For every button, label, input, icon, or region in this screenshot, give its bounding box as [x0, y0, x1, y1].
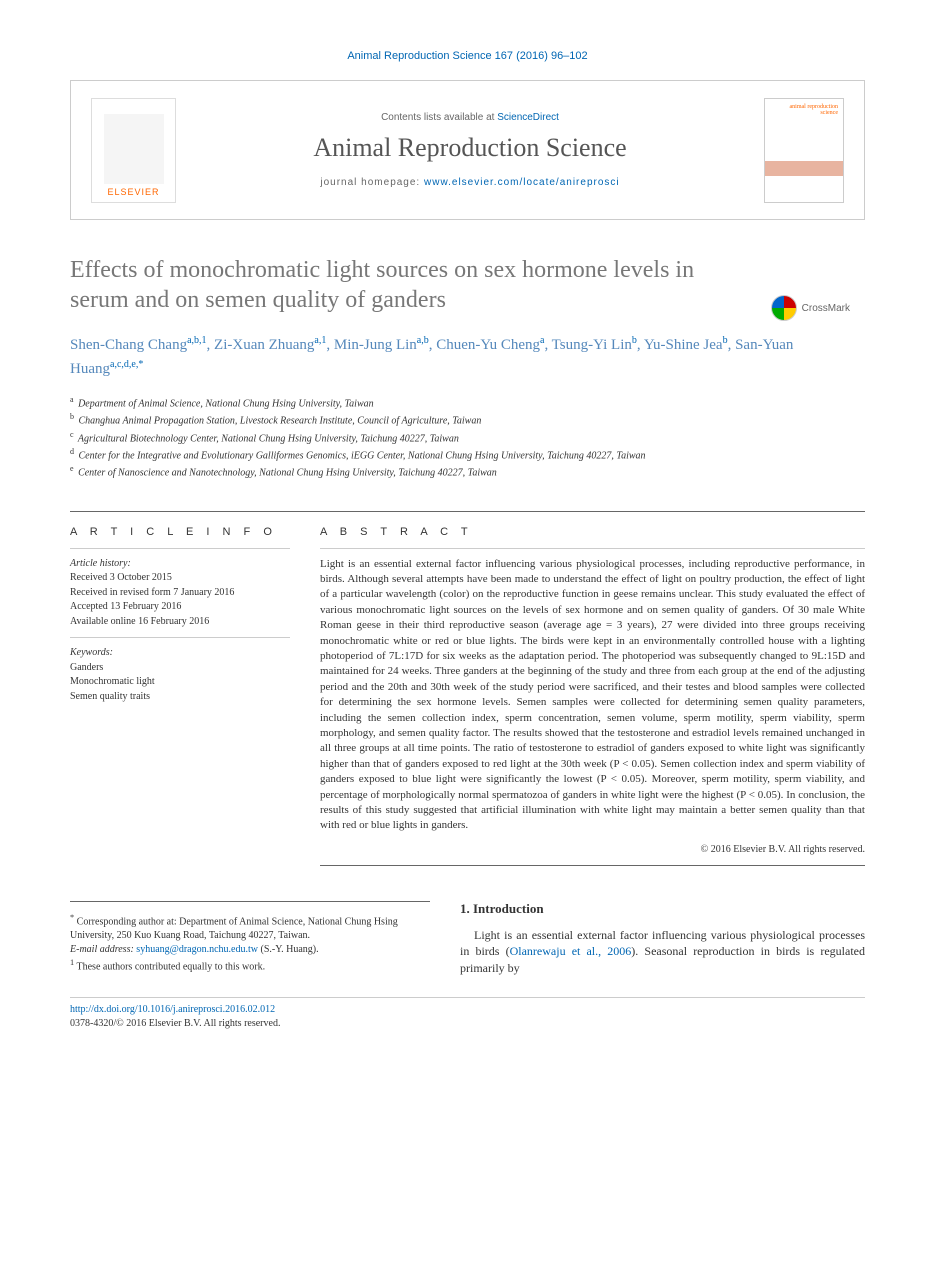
keywords-block: Keywords: GandersMonochromatic lightSeme… [70, 638, 290, 712]
footer-row: * Corresponding author at: Department of… [70, 901, 865, 977]
elsevier-tree-icon [104, 114, 164, 184]
affiliation-item: a Department of Animal Science, National… [70, 394, 865, 411]
history-item: Received in revised form 7 January 2016 [70, 586, 290, 601]
homepage-line: journal homepage: www.elsevier.com/locat… [176, 177, 764, 188]
authors-list: Shen-Chang Changa,b,1, Zi-Xuan Zhuanga,1… [70, 333, 865, 380]
crossmark-badge[interactable]: CrossMark [771, 295, 850, 321]
homepage-prefix: journal homepage: [320, 177, 424, 188]
affiliation-item: e Center of Nanoscience and Nanotechnolo… [70, 463, 865, 480]
history-label: Article history: [70, 557, 290, 572]
email-label: E-mail address: [70, 944, 136, 955]
header-center: Contents lists available at ScienceDirec… [176, 112, 764, 188]
keywords-label: Keywords: [70, 646, 290, 661]
abstract-heading: A B S T R A C T [320, 512, 865, 548]
keyword-item: Monochromatic light [70, 675, 290, 690]
journal-reference: Animal Reproduction Science 167 (2016) 9… [70, 50, 865, 62]
keyword-item: Ganders [70, 661, 290, 676]
divider [320, 865, 865, 866]
crossmark-icon [771, 295, 797, 321]
affiliation-item: b Changhua Animal Propagation Station, L… [70, 411, 865, 428]
affiliation-item: c Agricultural Biotechnology Center, Nat… [70, 429, 865, 446]
corresponding-author-block: * Corresponding author at: Department of… [70, 901, 430, 977]
bottom-copyright: 0378-4320/© 2016 Elsevier B.V. All right… [70, 1018, 865, 1029]
equal-contribution-note: 1 These authors contributed equally to t… [70, 957, 430, 974]
abstract-column: A B S T R A C T Light is an essential ex… [320, 512, 865, 866]
info-abstract-row: A R T I C L E I N F O Article history: R… [70, 512, 865, 866]
crossmark-label: CrossMark [802, 303, 850, 314]
introduction-text: Light is an essential external factor in… [460, 927, 865, 977]
history-item: Available online 16 February 2016 [70, 615, 290, 630]
email-line: E-mail address: syhuang@dragon.nchu.edu.… [70, 943, 430, 957]
email-link[interactable]: syhuang@dragon.nchu.edu.tw [136, 944, 258, 955]
sciencedirect-link[interactable]: ScienceDirect [497, 112, 559, 123]
contents-available-line: Contents lists available at ScienceDirec… [176, 112, 764, 123]
journal-title: Animal Reproduction Science [176, 133, 764, 163]
journal-header-box: ELSEVIER Contents lists available at Sci… [70, 80, 865, 220]
homepage-link[interactable]: www.elsevier.com/locate/anireprosci [424, 177, 620, 188]
article-title: Effects of monochromatic light sources o… [70, 255, 710, 315]
contents-prefix: Contents lists available at [381, 112, 497, 123]
affiliation-item: d Center for the Integrative and Evoluti… [70, 446, 865, 463]
article-history-block: Article history: Received 3 October 2015… [70, 549, 290, 638]
history-item: Received 3 October 2015 [70, 571, 290, 586]
email-suffix: (S.-Y. Huang). [258, 944, 319, 955]
history-item: Accepted 13 February 2016 [70, 600, 290, 615]
introduction-section: 1. Introduction Light is an essential ex… [460, 901, 865, 977]
affiliations-list: a Department of Animal Science, National… [70, 394, 865, 481]
corresponding-note: * Corresponding author at: Department of… [70, 912, 430, 943]
article-info-column: A R T I C L E I N F O Article history: R… [70, 512, 290, 866]
journal-cover-thumbnail[interactable] [764, 98, 844, 203]
doi-link[interactable]: http://dx.doi.org/10.1016/j.anireprosci.… [70, 1004, 275, 1015]
citation-link[interactable]: Olanrewaju et al., 2006 [510, 944, 632, 958]
equal-text: These authors contributed equally to thi… [77, 961, 266, 972]
introduction-heading: 1. Introduction [460, 901, 865, 917]
elsevier-logo[interactable]: ELSEVIER [91, 98, 176, 203]
elsevier-label: ELSEVIER [107, 187, 159, 197]
corresponding-text: Corresponding author at: Department of A… [70, 916, 398, 941]
doi-line: http://dx.doi.org/10.1016/j.anireprosci.… [70, 997, 865, 1015]
abstract-text: Light is an essential external factor in… [320, 549, 865, 834]
article-info-heading: A R T I C L E I N F O [70, 512, 290, 548]
abstract-copyright: © 2016 Elsevier B.V. All rights reserved… [320, 844, 865, 855]
keyword-item: Semen quality traits [70, 690, 290, 705]
